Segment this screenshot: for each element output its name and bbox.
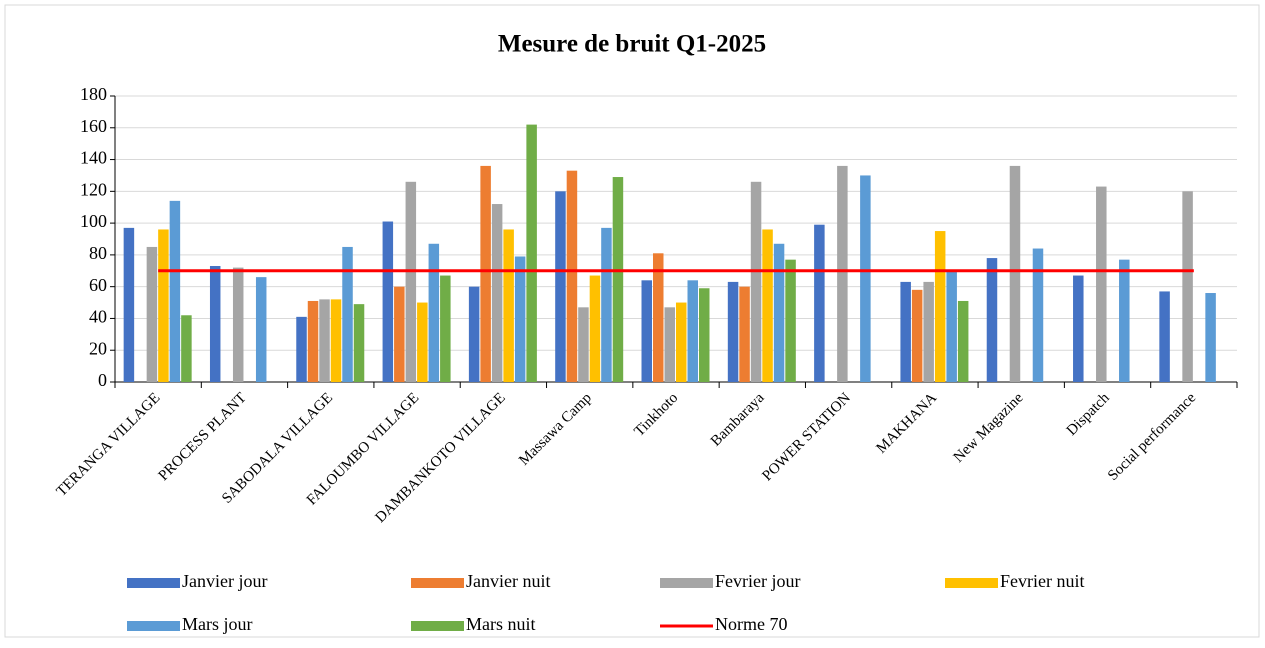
y-tick-label: 0 bbox=[98, 370, 107, 390]
legend-label: Mars jour bbox=[182, 614, 253, 634]
bar bbox=[739, 286, 750, 382]
bar bbox=[1096, 186, 1107, 382]
bar bbox=[601, 227, 612, 382]
bar bbox=[727, 281, 739, 382]
bar bbox=[900, 281, 911, 382]
chart-title: Mesure de bruit Q1-2025 bbox=[498, 31, 766, 58]
bar bbox=[676, 302, 687, 382]
bar bbox=[1205, 293, 1216, 382]
bar bbox=[1119, 259, 1130, 382]
bar bbox=[750, 181, 762, 382]
bar bbox=[762, 229, 773, 382]
bar bbox=[514, 256, 526, 382]
bar bbox=[526, 124, 537, 382]
y-tick-label: 160 bbox=[80, 116, 107, 136]
y-tick-label: 40 bbox=[89, 307, 107, 327]
bar bbox=[860, 175, 871, 382]
legend-label: Mars nuit bbox=[466, 614, 536, 634]
y-tick-label: 100 bbox=[80, 211, 107, 231]
bar bbox=[440, 275, 451, 382]
bar bbox=[785, 259, 796, 382]
legend-swatch bbox=[127, 578, 180, 588]
y-tick-label: 80 bbox=[89, 243, 107, 263]
bar bbox=[1009, 165, 1021, 382]
bar bbox=[578, 307, 589, 382]
bar bbox=[773, 243, 785, 382]
bar bbox=[405, 181, 417, 382]
bar bbox=[1159, 291, 1170, 382]
legend-swatch bbox=[660, 578, 713, 588]
bar bbox=[296, 316, 307, 382]
bar bbox=[307, 300, 319, 382]
bar bbox=[1073, 275, 1084, 382]
bar bbox=[1032, 248, 1044, 382]
bar bbox=[1182, 191, 1193, 382]
bar bbox=[158, 229, 169, 382]
legend-swatch bbox=[945, 578, 998, 588]
bar bbox=[319, 299, 330, 382]
bar bbox=[146, 246, 158, 382]
bar bbox=[589, 275, 601, 382]
bar bbox=[480, 165, 491, 382]
bar bbox=[181, 315, 192, 382]
legend-swatch bbox=[411, 578, 464, 588]
bar bbox=[169, 200, 181, 382]
bar bbox=[957, 300, 969, 382]
legend-label: Fevrier nuit bbox=[1000, 571, 1084, 591]
bar bbox=[653, 253, 664, 382]
bar bbox=[342, 246, 353, 382]
bar bbox=[641, 280, 652, 382]
bar bbox=[566, 170, 578, 382]
bar bbox=[612, 177, 624, 382]
bar bbox=[923, 281, 934, 382]
bar bbox=[209, 266, 221, 382]
bar bbox=[687, 280, 698, 382]
bar bbox=[417, 302, 428, 382]
bar bbox=[232, 267, 244, 382]
bar bbox=[699, 288, 710, 382]
bar bbox=[123, 227, 135, 382]
bar bbox=[934, 231, 946, 382]
bar bbox=[468, 286, 480, 382]
legend-label: Fevrier jour bbox=[715, 571, 800, 591]
bar bbox=[837, 165, 848, 382]
legend-label: Norme 70 bbox=[715, 614, 787, 634]
y-tick-label: 20 bbox=[89, 338, 107, 358]
chart-frame bbox=[4, 4, 1260, 638]
bar bbox=[394, 286, 405, 382]
bar bbox=[946, 270, 957, 382]
bar bbox=[491, 204, 503, 382]
legend-label: Janvier nuit bbox=[466, 571, 550, 591]
bar bbox=[503, 229, 514, 382]
y-tick-label: 180 bbox=[80, 84, 107, 104]
bar bbox=[382, 221, 394, 382]
bar bbox=[555, 191, 566, 382]
bar bbox=[330, 299, 342, 382]
legend-swatch bbox=[411, 621, 464, 631]
legend-swatch bbox=[127, 621, 180, 631]
bar bbox=[814, 224, 825, 382]
y-tick-label: 60 bbox=[89, 275, 107, 295]
bar bbox=[664, 307, 675, 382]
y-tick-label: 120 bbox=[80, 179, 107, 199]
y-tick-label: 140 bbox=[80, 148, 107, 168]
legend-label: Janvier jour bbox=[182, 571, 267, 591]
bar bbox=[255, 277, 267, 382]
bar bbox=[353, 304, 365, 382]
bar bbox=[986, 258, 998, 382]
bar bbox=[428, 243, 440, 382]
bar bbox=[911, 289, 923, 382]
